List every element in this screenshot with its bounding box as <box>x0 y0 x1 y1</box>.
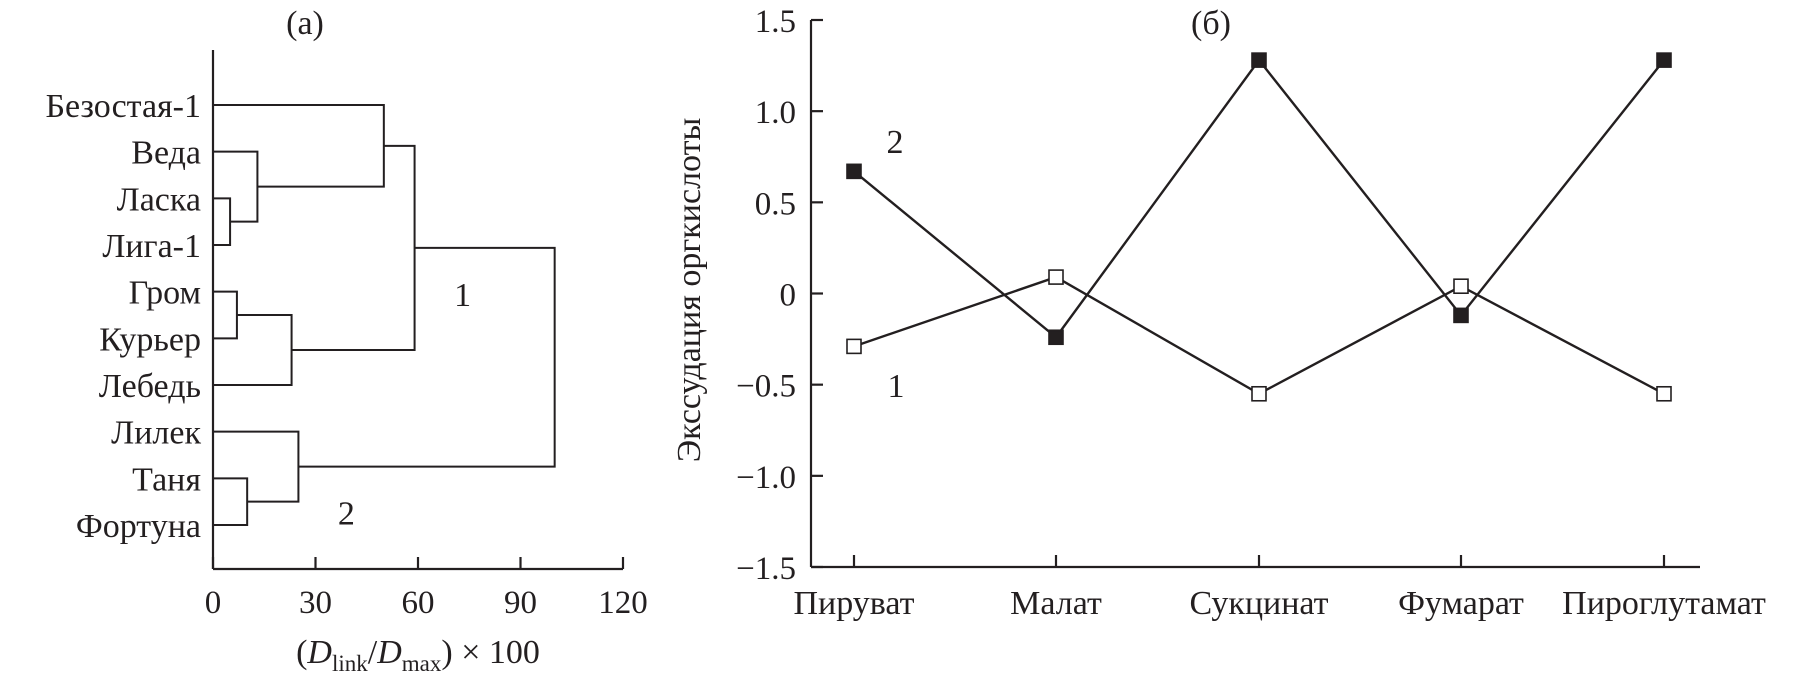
dendrogram-link <box>213 197 232 246</box>
dendrogram-link <box>213 290 238 340</box>
line-chart-series-label: 2 <box>887 124 904 161</box>
dendrogram-x-tick-label: 60 <box>402 585 435 621</box>
dendrogram-tree <box>213 104 556 526</box>
line-chart-y-tick-label: 1.5 <box>755 4 796 40</box>
dendrogram-leaf-labels: Безостая-1 Веда Ласка Лига-1 Гром Курьер Лебед… <box>45 88 201 545</box>
dendrogram-leaf-label: Ласка <box>117 181 201 218</box>
dendrogram-x-axis-title: (Dlink/Dmax) × 100 <box>296 634 540 676</box>
line-chart-series-labels: 12 <box>887 124 905 405</box>
series-2-point <box>1453 307 1469 324</box>
panel-b-label: (б) <box>1191 5 1231 42</box>
dendrogram-x-tick-label: 0 <box>205 585 222 621</box>
line-chart-x-tick-label: Фумарат <box>1398 585 1524 622</box>
series-1-point <box>1453 278 1469 295</box>
line-chart-y-tick-label: −0.5 <box>736 369 796 405</box>
dendrogram-link <box>213 314 293 386</box>
series-1-point <box>846 338 862 355</box>
line-chart-y-tick-label: −1.0 <box>736 460 796 496</box>
dendrogram-leaf-label: Лебедь <box>99 368 201 405</box>
dendrogram-leaf-label: Безостая-1 <box>45 88 201 125</box>
line-chart-y-tick-label: 0.5 <box>755 186 796 222</box>
dendrogram-panel: (а) 0 30 60 90 120 Безостая-1 Веда Ласка Лига-1… <box>45 5 647 676</box>
dendrogram-x-tick-label: 120 <box>598 585 648 621</box>
dendrogram-leaf-label: Лилек <box>111 415 201 452</box>
dendrogram-x-tick-label: 30 <box>299 585 332 621</box>
line-chart-x-tick-label: Пируват <box>794 585 915 622</box>
dendrogram-link <box>291 144 416 351</box>
line-chart-y-tick-label: 0 <box>780 278 797 314</box>
series-2-line <box>853 58 1665 339</box>
line-chart-panel: (б) 1.5 1.0 0.5 0 −0.5 −1.0 −1.5 Пируват Малат С… <box>671 4 1766 622</box>
line-chart-x-tick-label: Малат <box>1010 585 1102 622</box>
series-2-point <box>1656 52 1672 68</box>
line-chart-y-tick-label: −1.5 <box>736 551 796 587</box>
dendrogram-link <box>213 104 385 188</box>
line-chart-x-tick-label: Пироглутамат <box>1562 585 1766 622</box>
series-2-point <box>846 163 862 180</box>
dendrogram-link <box>213 150 259 223</box>
dendrogram-leaf-label: Веда <box>131 135 201 172</box>
series-2-point <box>1251 52 1267 68</box>
dendrogram-leaf-label: Таня <box>132 461 201 498</box>
line-chart-x-ticks: Пируват Малат Сукцинат Фумарат Пироглутамат <box>794 555 1766 622</box>
line-chart-x-tick-label: Сукцинат <box>1189 585 1328 622</box>
series-1-point <box>1656 385 1672 402</box>
dendrogram-cluster-labels: 12 <box>338 277 471 533</box>
dendrogram-leaf-label: Фортуна <box>76 508 201 545</box>
series-1-point <box>1048 269 1064 285</box>
series-2-point <box>1048 329 1064 346</box>
dendrogram-x-ticks: 0 30 60 90 120 <box>205 557 648 621</box>
panel-a-label: (а) <box>286 5 324 42</box>
line-chart-y-axis-title: Экссудация оргкислоты <box>671 118 708 463</box>
dendrogram-leaf-label: Лига-1 <box>102 228 201 265</box>
line-chart-y-tick-label: 1.0 <box>755 95 796 131</box>
dendrogram-cluster-label: 2 <box>338 496 355 533</box>
line-chart-y-ticks: 1.5 1.0 0.5 0 −0.5 −1.0 −1.5 <box>736 4 823 587</box>
dendrogram-link <box>298 246 556 468</box>
series-1-point <box>1251 385 1267 402</box>
dendrogram-leaf-label: Курьер <box>99 321 201 358</box>
line-chart-series-label: 1 <box>888 368 905 405</box>
line-chart-series <box>846 52 1672 402</box>
dendrogram-link <box>213 430 300 503</box>
dendrogram-x-tick-label: 90 <box>504 585 537 621</box>
dendrogram-link <box>213 477 249 526</box>
series-1-line <box>853 275 1665 396</box>
dendrogram-leaf-label: Гром <box>129 275 201 312</box>
dendrogram-cluster-label: 1 <box>454 277 471 314</box>
